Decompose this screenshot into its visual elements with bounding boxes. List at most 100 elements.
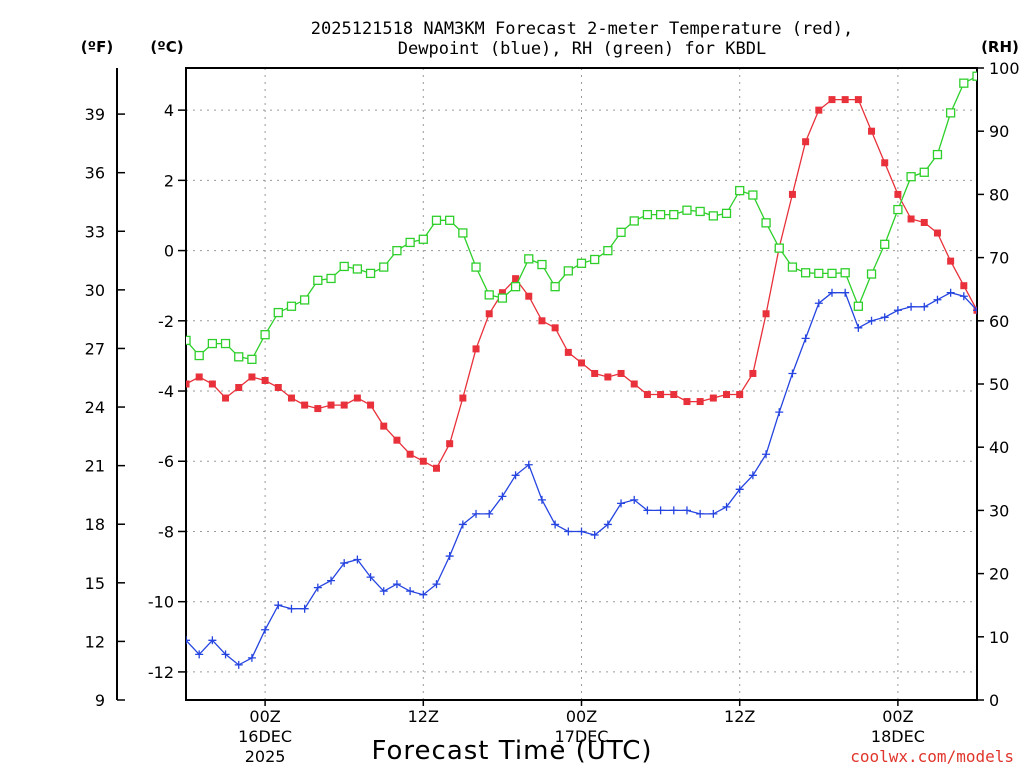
rh-point	[260, 330, 270, 340]
temperature-point	[485, 310, 493, 318]
dewpoint-point	[973, 306, 977, 315]
dewpoint-point	[577, 527, 586, 536]
temperature-point	[802, 138, 810, 146]
temperature-point	[683, 398, 691, 406]
temperature-point	[287, 394, 295, 402]
rh-point	[299, 295, 310, 305]
temperature-point	[353, 394, 361, 402]
dewpoint-point	[814, 299, 823, 308]
rh-point	[537, 259, 547, 270]
rh-point	[234, 352, 244, 362]
data-series	[186, 71, 977, 669]
rh-point	[550, 282, 560, 292]
rh-point	[405, 237, 415, 248]
temperature-point	[195, 373, 203, 381]
dewpoint-point	[485, 509, 494, 518]
dewpoint-point	[353, 555, 362, 564]
rh-point	[959, 78, 969, 88]
rh-point	[445, 215, 455, 225]
rh-point	[603, 245, 613, 256]
temperature-point	[643, 391, 651, 399]
dewpoint-point	[379, 587, 388, 596]
rh-point	[484, 290, 494, 300]
rh-point	[365, 268, 376, 279]
dewpoint-point	[788, 369, 797, 378]
temperature-point	[670, 391, 678, 399]
temperature-point	[617, 369, 625, 377]
fahrenheit-tick-label: 21	[85, 457, 105, 476]
dewpoint-point	[472, 509, 481, 518]
rh-point	[273, 307, 283, 318]
rh-point	[642, 209, 653, 220]
temperature-point	[512, 275, 520, 283]
rh-point	[629, 216, 639, 226]
temperature-point	[498, 289, 506, 297]
temperature-point	[446, 440, 454, 448]
temperature-point	[920, 218, 928, 226]
temperature-point	[762, 310, 770, 318]
rh-tick-label: 0	[989, 691, 999, 710]
celsius-tick-label: -6	[158, 452, 174, 471]
dewpoint-point	[603, 520, 612, 529]
dewpoint-point	[300, 604, 309, 613]
rh-point	[458, 228, 468, 238]
grid-lines	[186, 68, 977, 700]
rh-point	[326, 273, 336, 284]
credit-label: coolwx.com/models	[850, 747, 1014, 766]
dewpoint-point	[722, 502, 731, 511]
rh-point	[207, 338, 218, 349]
temperature-point	[960, 282, 968, 290]
rh-tick-label: 40	[989, 438, 1009, 457]
time-tick-date: 16DEC	[238, 727, 292, 746]
dewpoint-point	[801, 334, 810, 343]
fahrenheit-tick-label: 27	[85, 339, 105, 358]
dewpoint-point	[432, 580, 441, 589]
temperature-point	[578, 359, 585, 367]
dewpoint-point	[458, 520, 467, 529]
celsius-tick-label: 0	[164, 242, 174, 261]
rh-tick-label: 90	[989, 122, 1009, 141]
dewpoint-point	[841, 288, 850, 297]
celsius-tick-label: -12	[148, 663, 174, 682]
fahrenheit-tick-label: 33	[85, 222, 105, 241]
dewpoint-point	[748, 471, 757, 480]
rh-point	[932, 149, 943, 160]
temperature-point	[472, 345, 480, 353]
dewpoint-point	[893, 306, 902, 315]
series-2-meter-temperature	[186, 96, 977, 472]
rh-point	[471, 262, 481, 272]
rh-point	[866, 269, 877, 279]
rh-point	[945, 108, 956, 118]
dewpoint-point	[366, 573, 375, 582]
temperature-point	[538, 317, 546, 325]
dewpoint-point	[406, 587, 415, 596]
temperature-point	[933, 229, 941, 237]
rh-point	[392, 245, 402, 256]
temperature-point	[419, 457, 427, 465]
fahrenheit-tick-label: 24	[85, 398, 105, 417]
fahrenheit-unit-label: (ºF)	[81, 38, 113, 56]
celsius-tick-label: 2	[164, 171, 174, 190]
temperature-point	[222, 394, 230, 402]
rh-tick-label: 60	[989, 312, 1009, 331]
dewpoint-point	[907, 302, 916, 311]
dewpoint-point	[221, 650, 230, 659]
temperature-point	[657, 391, 665, 399]
celsius-tick-label: -8	[158, 522, 174, 541]
dewpoint-point	[537, 495, 546, 504]
dewpoint-point	[656, 506, 665, 515]
dewpoint-point	[827, 288, 836, 297]
dewpoint-point	[617, 499, 626, 508]
time-tick-label: 00Z	[882, 707, 913, 726]
dewpoint-point	[234, 660, 243, 669]
dewpoint-point	[643, 506, 652, 515]
dewpoint-point	[313, 583, 322, 592]
dewpoint-point	[419, 590, 428, 599]
celsius-tick-label: -10	[148, 593, 174, 612]
rh-point	[563, 266, 573, 276]
rh-point	[286, 301, 297, 311]
rh-point	[748, 190, 758, 200]
rh-point	[840, 268, 850, 278]
